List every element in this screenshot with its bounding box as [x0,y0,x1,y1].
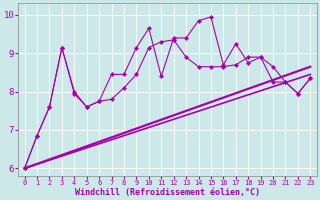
X-axis label: Windchill (Refroidissement éolien,°C): Windchill (Refroidissement éolien,°C) [75,188,260,197]
